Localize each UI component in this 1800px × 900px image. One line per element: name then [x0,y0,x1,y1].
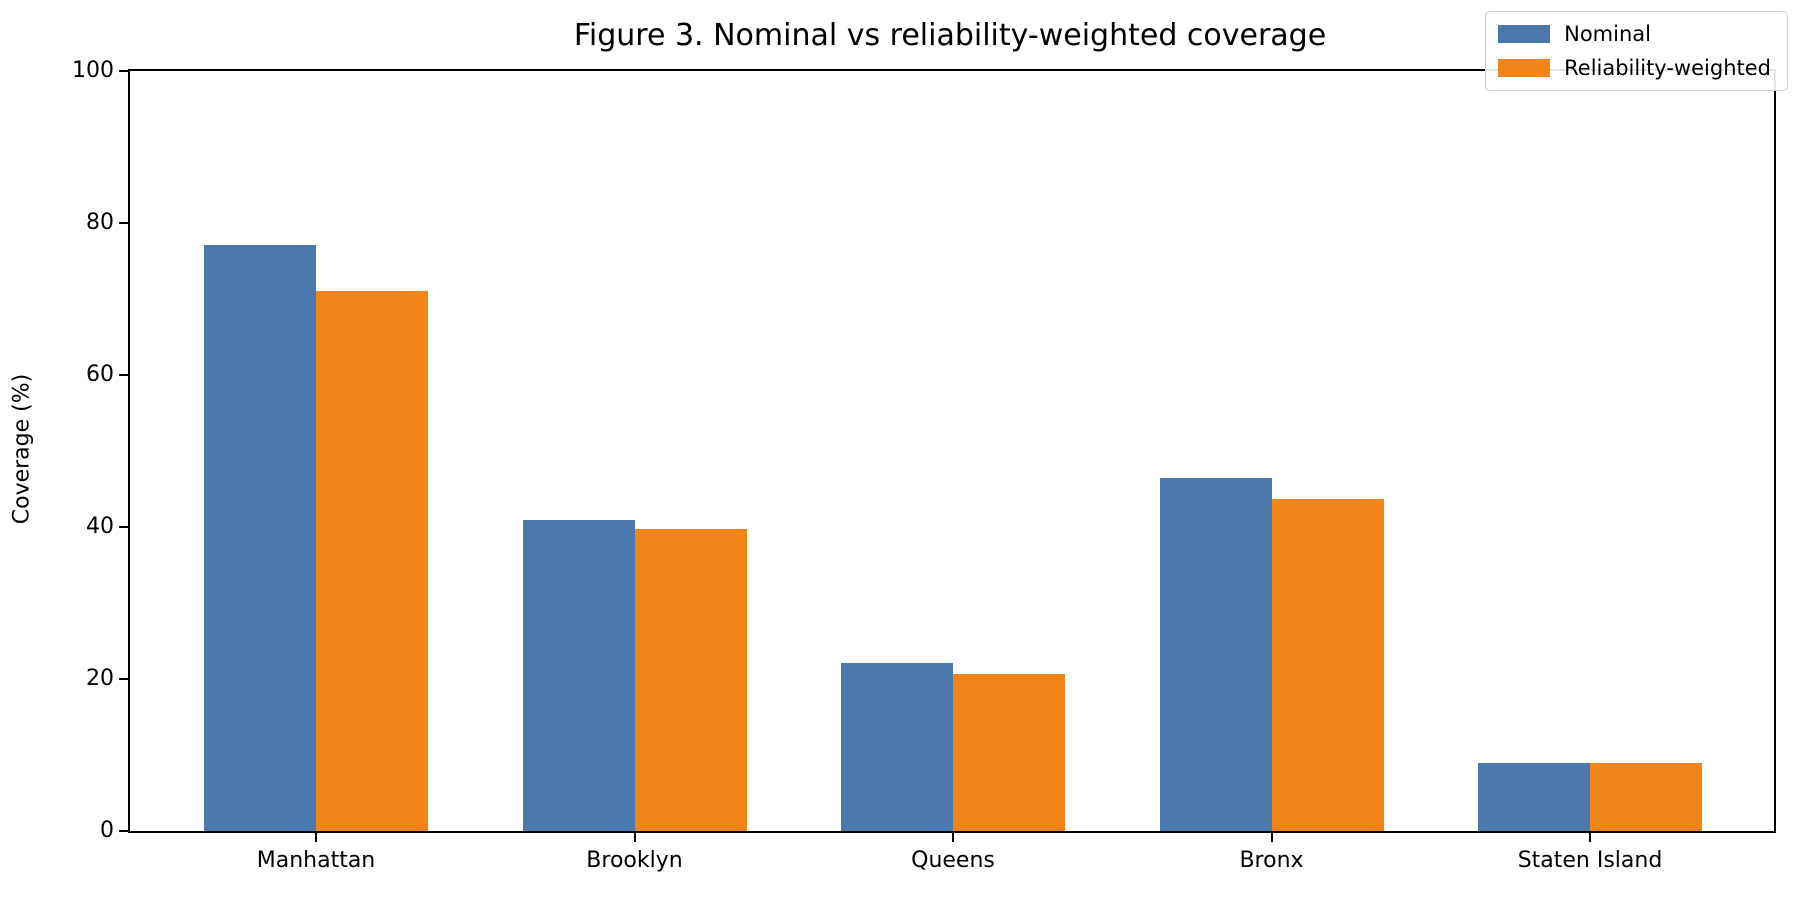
legend-row-nominal: Nominal [1498,22,1771,46]
bar-reliability-weighted-queens [953,673,1065,831]
y-tick-mark [119,374,128,376]
legend-swatch-icon [1498,25,1551,43]
chart-title: Figure 3. Nominal vs reliability-weighte… [573,18,1327,53]
legend-swatch-icon [1498,59,1551,77]
plot-area [128,69,1776,833]
bar-nominal-manhattan [204,245,316,831]
y-tick-mark [119,222,128,224]
bar-reliability-weighted-bronx [1271,498,1384,831]
x-tick-mark [1589,833,1591,842]
y-tick-mark [119,830,128,832]
y-axis-label: Coverage (%) [9,373,35,525]
x-tick-mark [952,833,954,842]
x-tick-mark [315,833,317,842]
legend-row-reliability-weighted: Reliability-weighted [1498,56,1771,80]
bar-reliability-weighted-brooklyn [634,528,747,831]
bar-nominal-queens [841,663,953,831]
y-tick-mark [119,70,128,72]
x-tick-label-staten-island: Staten Island [1517,848,1663,873]
y-tick-label: 40 [86,514,114,539]
legend-label: Reliability-weighted [1564,56,1771,80]
y-tick-label: 0 [100,818,114,843]
bar-nominal-bronx [1159,477,1272,831]
y-tick-label: 20 [86,666,114,691]
x-tick-label-queens: Queens [911,848,995,873]
y-tick-label: 100 [72,58,114,83]
bar-nominal-brooklyn [522,520,635,831]
bar-reliability-weighted-manhattan [316,290,428,831]
x-tick-label-manhattan: Manhattan [256,848,376,873]
y-tick-mark [119,526,128,528]
y-tick-mark [119,678,128,680]
x-tick-label-bronx: Bronx [1239,848,1304,873]
y-tick-label: 80 [86,210,114,235]
x-tick-mark [633,833,636,842]
bar-reliability-weighted-staten-island [1590,763,1702,831]
x-tick-label-brooklyn: Brooklyn [586,848,683,873]
legend: Nominal Reliability-weighted [1485,11,1788,91]
bar-nominal-staten-island [1478,763,1590,831]
x-tick-mark [1270,833,1273,842]
y-tick-label: 60 [86,362,114,387]
legend-label: Nominal [1564,22,1651,46]
